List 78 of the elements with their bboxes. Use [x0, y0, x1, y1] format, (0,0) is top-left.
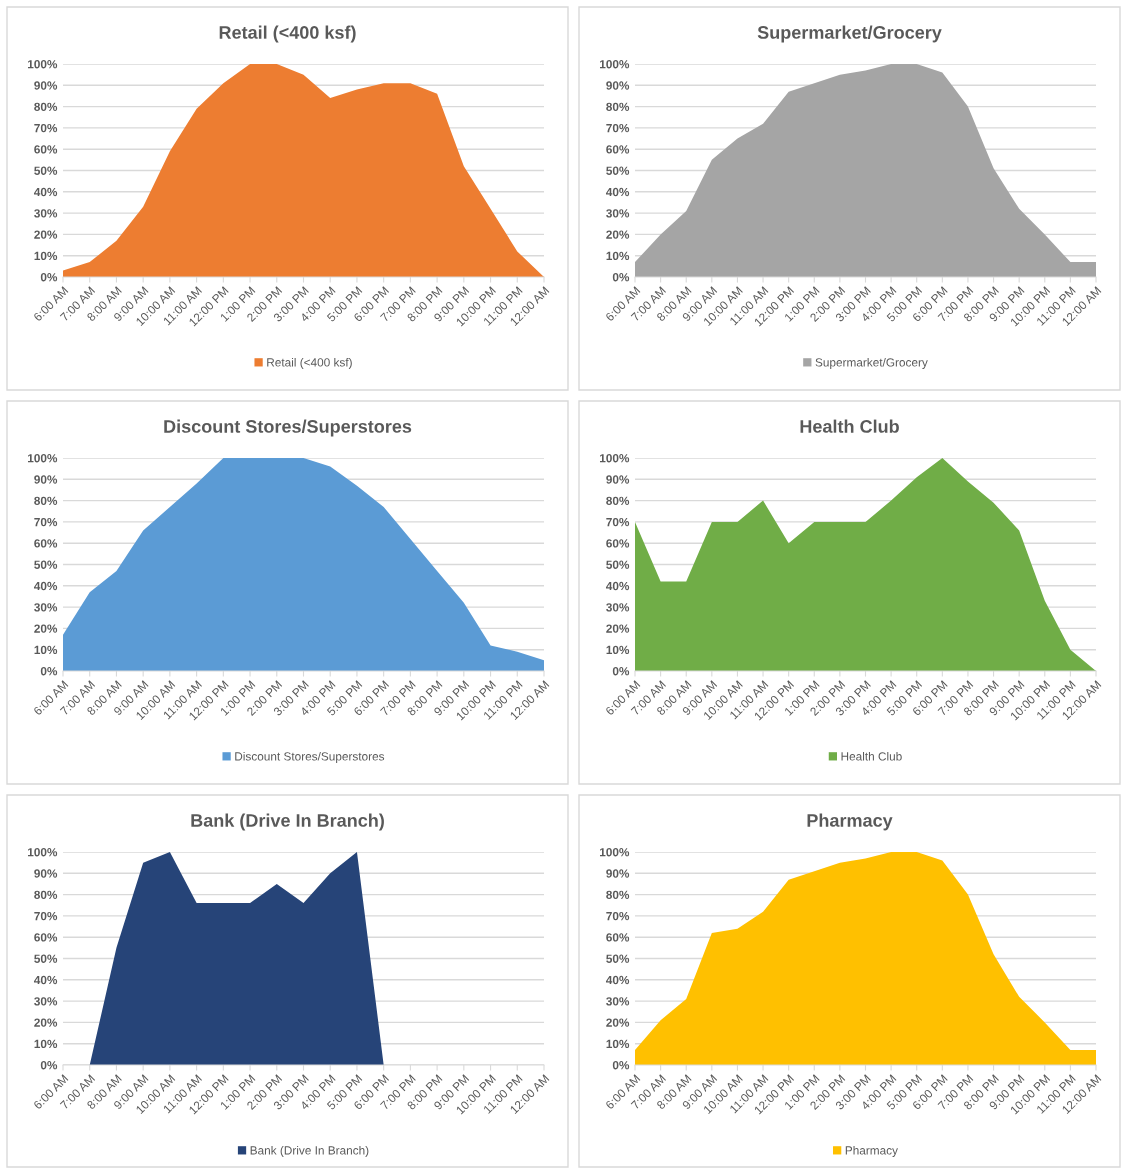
y-tick-label: 70%: [606, 517, 630, 527]
y-tick-label: 20%: [34, 624, 58, 633]
y-tick-label: 30%: [606, 209, 630, 218]
y-tick-label: 90%: [34, 869, 58, 878]
y-tick-label: 80%: [606, 496, 630, 505]
y-tick-label: 30%: [606, 997, 630, 1006]
y-tick-label: 80%: [34, 890, 58, 899]
y-tick-label: 20%: [34, 1018, 58, 1027]
y-tick-label: 10%: [606, 251, 630, 261]
y-tick-label: 10%: [34, 645, 58, 655]
y-tick-label: 90%: [606, 869, 630, 878]
legend-label: Bank (Drive In Branch): [250, 1145, 369, 1157]
y-tick-label: 0%: [612, 1061, 630, 1070]
y-tick-label: 60%: [34, 145, 58, 154]
y-tick-label: 40%: [34, 187, 58, 197]
y-tick-label: 100%: [28, 60, 58, 69]
chart-title: Supermarket/Grocery: [757, 25, 942, 43]
y-tick-label: 50%: [34, 166, 58, 175]
y-tick-label: 0%: [40, 273, 58, 282]
y-tick-label: 40%: [606, 187, 630, 197]
y-tick-label: 60%: [34, 539, 58, 548]
y-tick-label: 70%: [34, 911, 58, 921]
y-tick-label: 60%: [606, 539, 630, 548]
chart-title: Bank (Drive In Branch): [191, 813, 384, 831]
y-tick-label: 80%: [606, 102, 630, 111]
y-tick-label: 0%: [612, 273, 630, 282]
y-tick-label: 70%: [34, 123, 58, 133]
y-tick-label: 60%: [606, 933, 630, 942]
y-tick-label: 10%: [606, 645, 630, 655]
y-tick-label: 70%: [34, 517, 58, 527]
y-tick-label: 40%: [606, 581, 630, 591]
y-tick-label: 100%: [600, 60, 630, 69]
y-tick-label: 70%: [606, 123, 630, 133]
legend-label: Retail (<400 ksf): [267, 357, 352, 369]
y-tick-label: 20%: [34, 230, 58, 239]
y-tick-label: 40%: [606, 975, 630, 985]
legend-label: Pharmacy: [845, 1145, 898, 1157]
y-tick-label: 30%: [34, 603, 58, 612]
legend-label: Health Club: [841, 751, 902, 761]
y-tick-label: 50%: [34, 954, 58, 963]
y-tick-label: 90%: [606, 475, 630, 484]
chart-title: Discount Stores/Superstores: [164, 419, 412, 437]
y-tick-label: 50%: [606, 954, 630, 963]
legend-label: Supermarket/Grocery: [815, 357, 928, 369]
y-tick-label: 100%: [28, 848, 58, 857]
chart-title: Retail (<400 ksf): [219, 25, 356, 43]
y-tick-label: 30%: [34, 997, 58, 1006]
y-tick-label: 10%: [34, 251, 58, 261]
y-tick-label: 100%: [600, 848, 630, 857]
y-tick-label: 100%: [28, 454, 58, 463]
y-tick-label: 90%: [606, 81, 630, 90]
y-tick-label: 10%: [606, 1039, 630, 1049]
legend-label: Discount Stores/Superstores: [235, 751, 385, 763]
y-tick-label: 80%: [34, 496, 58, 505]
y-tick-label: 40%: [34, 581, 58, 591]
y-tick-label: 0%: [612, 667, 630, 676]
y-tick-label: 50%: [606, 560, 630, 569]
y-tick-label: 80%: [34, 102, 58, 111]
y-tick-label: 90%: [34, 475, 58, 484]
y-tick-label: 40%: [34, 975, 58, 985]
y-tick-label: 70%: [606, 911, 630, 921]
y-tick-label: 90%: [34, 81, 58, 90]
y-tick-label: 60%: [606, 145, 630, 154]
y-tick-label: 0%: [40, 667, 58, 676]
y-tick-label: 20%: [606, 624, 630, 633]
chart-title: Pharmacy: [807, 813, 893, 831]
y-tick-label: 30%: [34, 209, 58, 218]
y-tick-label: 0%: [40, 1061, 58, 1070]
y-tick-label: 50%: [34, 560, 58, 569]
chart-title: Health Club: [800, 419, 899, 433]
y-tick-label: 50%: [606, 166, 630, 175]
y-tick-label: 100%: [600, 454, 630, 463]
y-tick-label: 20%: [606, 1018, 630, 1027]
y-tick-label: 10%: [34, 1039, 58, 1049]
y-tick-label: 20%: [606, 230, 630, 239]
y-tick-label: 60%: [34, 933, 58, 942]
y-tick-label: 30%: [606, 603, 630, 612]
y-tick-label: 80%: [606, 890, 630, 899]
